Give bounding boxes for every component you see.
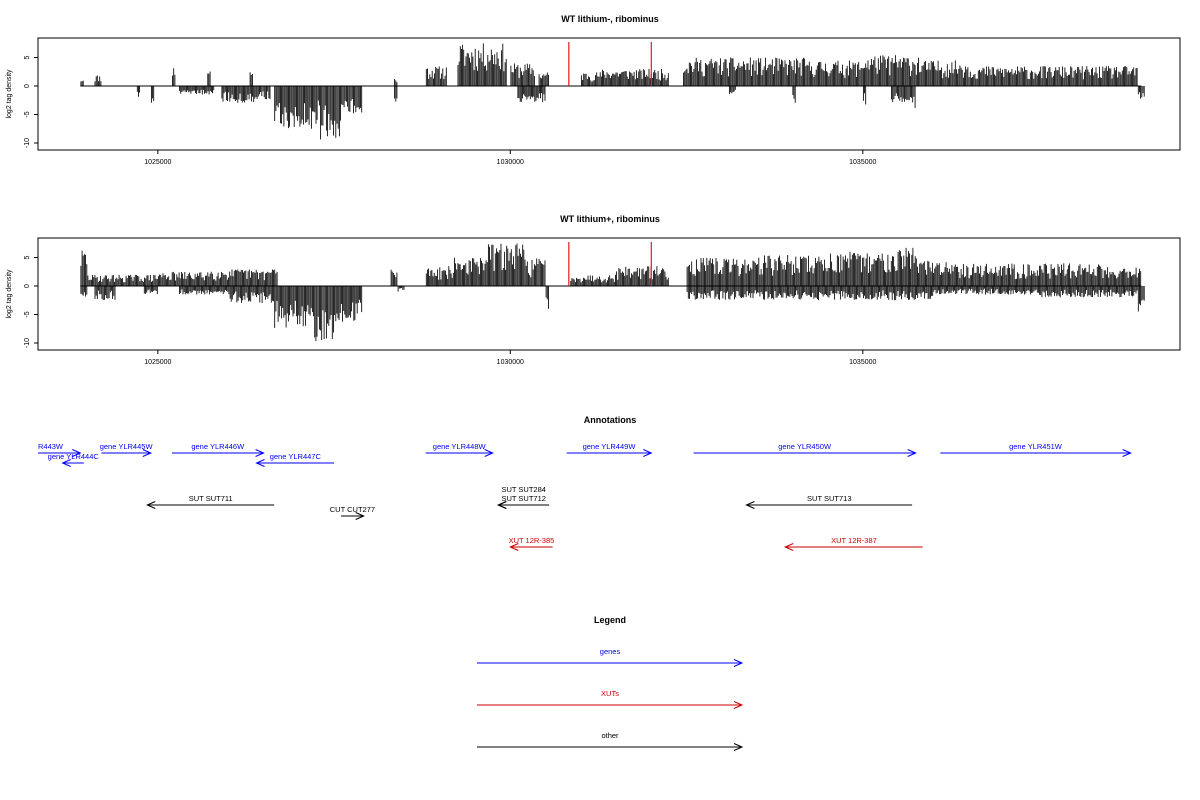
marker-lines [568, 242, 652, 286]
y-axis: 5 0 -5 -10 log2 tag density [6, 55, 38, 148]
legend-title: Legend [594, 615, 626, 625]
annotation-feature: gene YLR450W [693, 442, 917, 457]
feature-label: XUT 12R-387 [831, 536, 877, 545]
x-tick-label: 1035000 [849, 159, 876, 166]
feature-label: gene YLR451W [1009, 442, 1063, 451]
annotations-title: Annotations [584, 415, 637, 425]
x-tick-label: 1035000 [849, 359, 876, 366]
x-axis: 1025000 1030000 1035000 [144, 350, 877, 366]
y-tick-label: 0 [24, 84, 31, 88]
feature-arrowhead [907, 449, 917, 457]
annotation-feature: gene YLR445W [100, 442, 154, 457]
x-tick-label: 1030000 [497, 159, 524, 166]
density-bars [80, 43, 1145, 140]
feature-arrowhead [72, 449, 82, 457]
legend-entry: XUTs [477, 689, 744, 709]
feature-arrowhead [783, 543, 794, 551]
feature-arrowhead [733, 659, 744, 667]
annotation-feature: SUT SUT713 [745, 494, 913, 509]
annotation-feature: XUT 12R-387 [783, 536, 923, 551]
feature-arrowhead [355, 512, 365, 520]
x-axis: 1025000 1030000 1035000 [144, 150, 877, 166]
feature-label: CUT CUT277 [330, 505, 375, 514]
feature-label: SUT SUT711 [189, 494, 233, 503]
y-tick-label: -5 [24, 111, 31, 117]
marker-lines [568, 42, 652, 86]
feature-label: gene YLR449W [583, 442, 637, 451]
feature-arrowhead [255, 449, 265, 457]
annotation-feature: R443W [38, 442, 82, 457]
track-panel-lithium-plus: WT lithium+, ribominus 1025000 1030000 1… [6, 214, 1181, 366]
annotation-feature: SUT SUT711 [146, 494, 275, 509]
feature-arrowhead [146, 501, 156, 509]
panel-title: WT lithium+, ribominus [560, 214, 660, 224]
plot-frame [37, 237, 1181, 351]
legend-label: XUTs [601, 689, 619, 698]
y-tick-label: -5 [24, 311, 31, 317]
feature-label: R443W [38, 442, 64, 451]
y-tick-label: -10 [24, 338, 31, 348]
density-bars [80, 243, 1145, 342]
feature-arrowhead [142, 449, 153, 457]
feature-label: gene YLR448W [433, 442, 487, 451]
feature-label: gene YLR445W [100, 442, 154, 451]
annotation-feature: XUT 12R-385 [509, 536, 555, 551]
y-tick-label: 5 [24, 255, 31, 259]
annotation-feature: SUT SUT712 [497, 494, 550, 509]
feature-label: gene YLR444C [48, 452, 100, 461]
feature-arrowhead [61, 459, 71, 467]
feature-arrowhead [745, 501, 755, 509]
feature-arrowhead [484, 449, 494, 457]
annotation-feature: gene YLR451W [940, 442, 1132, 457]
annotation-feature: gene YLR448W [425, 442, 494, 457]
feature-label: XUT 12R-385 [509, 536, 555, 545]
feature-label: gene YLR447C [270, 452, 322, 461]
y-axis-label: log2 tag density [6, 269, 13, 319]
x-tick-label: 1030000 [497, 359, 524, 366]
feature-label: gene YLR446W [191, 442, 245, 451]
legend-entries: genes XUTs other [477, 647, 744, 751]
feature-arrowhead [1122, 449, 1132, 457]
feature-arrowhead [733, 743, 744, 751]
legend-label: other [601, 731, 619, 740]
legend: Legend genes XUTs other [477, 615, 744, 751]
y-tick-label: 0 [24, 284, 31, 288]
feature-arrowhead [643, 449, 653, 457]
annotation-feature: gene YLR447C [255, 452, 335, 467]
plot-frame [37, 37, 1181, 151]
annotation-feature: CUT CUT277 [330, 505, 375, 520]
annotation-feature: gene YLR449W [566, 442, 653, 457]
x-tick-label: 1025000 [144, 359, 171, 366]
feature-label: SUT SUT713 [807, 494, 851, 503]
legend-entry: other [477, 731, 744, 751]
y-tick-label: 5 [24, 55, 31, 59]
feature-label: gene YLR450W [778, 442, 832, 451]
y-axis: 5 0 -5 -10 log2 tag density [6, 255, 38, 348]
y-axis-label: log2 tag density [6, 69, 13, 119]
feature-arrowhead [497, 501, 507, 509]
y-tick-label: -10 [24, 138, 31, 148]
annotation-feature: gene YLR444C [48, 452, 100, 467]
feature-label: SUT SUT712 [501, 494, 545, 503]
track-panel-lithium-minus: WT lithium-, ribominus 1025000 1030000 1… [6, 14, 1181, 166]
feature-label: SUT SUT284 [501, 485, 545, 494]
annotation-feature: gene YLR446W [171, 442, 265, 457]
legend-label: genes [600, 647, 621, 656]
x-tick-label: 1025000 [144, 159, 171, 166]
feature-arrowhead [509, 543, 519, 551]
feature-arrowhead [733, 701, 744, 709]
feature-arrowhead [255, 459, 265, 467]
legend-entry: genes [477, 647, 744, 667]
panel-title: WT lithium-, ribominus [561, 14, 659, 24]
